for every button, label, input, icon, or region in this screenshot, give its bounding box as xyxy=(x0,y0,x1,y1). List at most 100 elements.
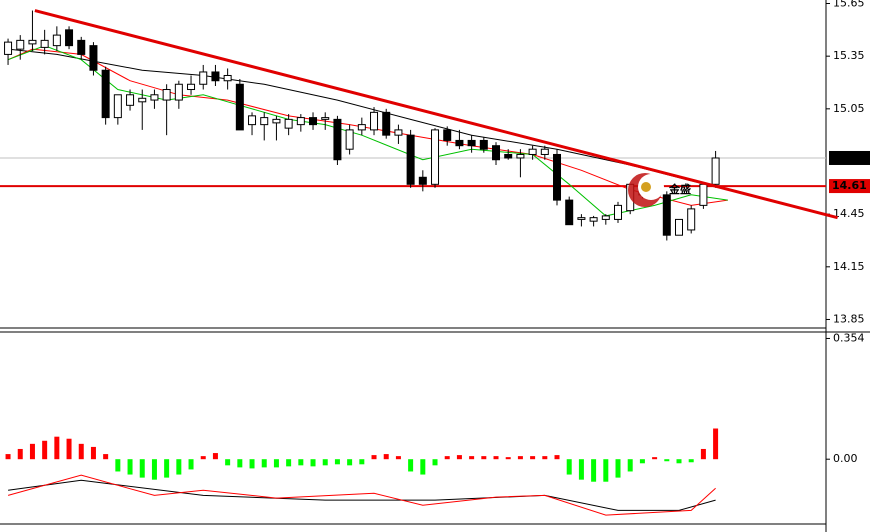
histogram-bar xyxy=(432,459,438,466)
histogram-bar xyxy=(469,456,475,460)
candle-body xyxy=(248,115,257,126)
candle-body xyxy=(162,89,171,101)
y-tick-label: 13.85 xyxy=(833,312,865,325)
histogram-bar xyxy=(395,456,401,460)
candle-body xyxy=(65,29,74,47)
y-tick-label: 14.45 xyxy=(833,207,865,220)
candle-body xyxy=(516,153,525,159)
candle-body xyxy=(370,111,379,131)
candle-body xyxy=(260,117,269,126)
candle-body xyxy=(52,34,61,47)
histogram-bar xyxy=(78,443,84,460)
candle-body xyxy=(577,217,586,220)
histogram-bar xyxy=(42,440,48,460)
histogram-bar xyxy=(420,459,426,475)
candle-body xyxy=(101,69,110,119)
histogram-bar xyxy=(249,459,255,469)
histogram-bar xyxy=(371,455,377,460)
histogram-bar xyxy=(212,453,218,460)
candle-body xyxy=(16,39,25,50)
histogram-bar xyxy=(176,459,182,475)
price-tag xyxy=(829,150,870,165)
candle-body xyxy=(138,97,147,103)
histogram-bar xyxy=(139,459,145,478)
trend-line xyxy=(34,9,838,220)
candle-body xyxy=(662,194,671,236)
histogram-bar xyxy=(493,456,499,460)
indicator-line xyxy=(7,474,716,516)
candle-body xyxy=(174,83,183,101)
histogram-bar xyxy=(5,454,11,460)
candle-body xyxy=(272,118,281,124)
price-tag-label: 14.61 xyxy=(832,179,867,192)
histogram-bar xyxy=(652,457,658,460)
candle-body xyxy=(711,157,720,185)
histogram-bar xyxy=(200,456,206,460)
histogram-bar xyxy=(688,459,694,463)
candle-body xyxy=(675,218,684,236)
histogram-bar xyxy=(591,459,597,482)
candle-body xyxy=(467,139,476,147)
candle-body xyxy=(345,129,354,150)
candle-body xyxy=(406,134,415,185)
y-tick-label: 0.00 xyxy=(833,452,858,465)
y-tick-label: 15.65 xyxy=(833,0,865,10)
histogram-bar xyxy=(639,459,645,464)
candle-body xyxy=(699,183,708,206)
histogram-bar xyxy=(456,455,462,460)
candle-body xyxy=(553,153,562,201)
candle-body xyxy=(394,129,403,136)
indicator-line xyxy=(8,479,716,511)
histogram-bar xyxy=(127,459,133,475)
histogram-bar xyxy=(713,428,719,460)
histogram-bar xyxy=(322,459,328,466)
candle-body xyxy=(601,215,610,220)
candle-body xyxy=(309,117,318,126)
histogram-bar xyxy=(578,459,584,480)
histogram-bar xyxy=(273,459,279,468)
price-tag-label: 14.77 xyxy=(832,151,867,164)
histogram-bar xyxy=(54,436,60,460)
histogram-bar xyxy=(298,459,304,466)
histogram-bar xyxy=(530,456,536,460)
candle-body xyxy=(211,71,220,82)
candle-body xyxy=(113,94,122,119)
histogram-bar xyxy=(188,459,194,470)
price-tag xyxy=(829,179,870,194)
histogram-bar xyxy=(286,459,292,467)
candle-body xyxy=(565,199,574,226)
candle-body xyxy=(77,39,86,55)
candle-body xyxy=(455,139,464,147)
histogram-bar xyxy=(627,459,633,472)
candle-body xyxy=(187,83,196,91)
candle-body xyxy=(382,111,391,136)
histogram-bar xyxy=(90,446,96,460)
candle-body xyxy=(540,148,549,155)
histogram-bar xyxy=(29,443,35,460)
histogram-bar xyxy=(310,459,316,467)
histogram-bar xyxy=(225,459,231,466)
histogram-bar xyxy=(17,448,23,460)
candle-body xyxy=(223,74,232,82)
histogram-bar xyxy=(347,459,353,466)
histogram-bar xyxy=(676,459,682,464)
candle-body xyxy=(321,117,330,120)
candle-body xyxy=(28,39,37,45)
histogram-bar xyxy=(505,457,511,460)
candle-body xyxy=(528,148,537,155)
histogram-bar xyxy=(481,456,487,460)
y-tick-label: 0.354 xyxy=(833,331,865,344)
histogram-bar xyxy=(261,459,267,468)
candle-body xyxy=(357,124,366,131)
candle-body xyxy=(418,176,427,185)
histogram-bar xyxy=(151,459,157,480)
candle-body xyxy=(40,39,49,48)
histogram-bar xyxy=(542,456,548,460)
candle-body xyxy=(150,94,159,101)
indicator-line xyxy=(7,48,728,206)
histogram-bar xyxy=(164,459,170,478)
candle-body xyxy=(589,217,598,222)
candle-body xyxy=(492,145,501,161)
histogram-bar xyxy=(664,459,670,462)
